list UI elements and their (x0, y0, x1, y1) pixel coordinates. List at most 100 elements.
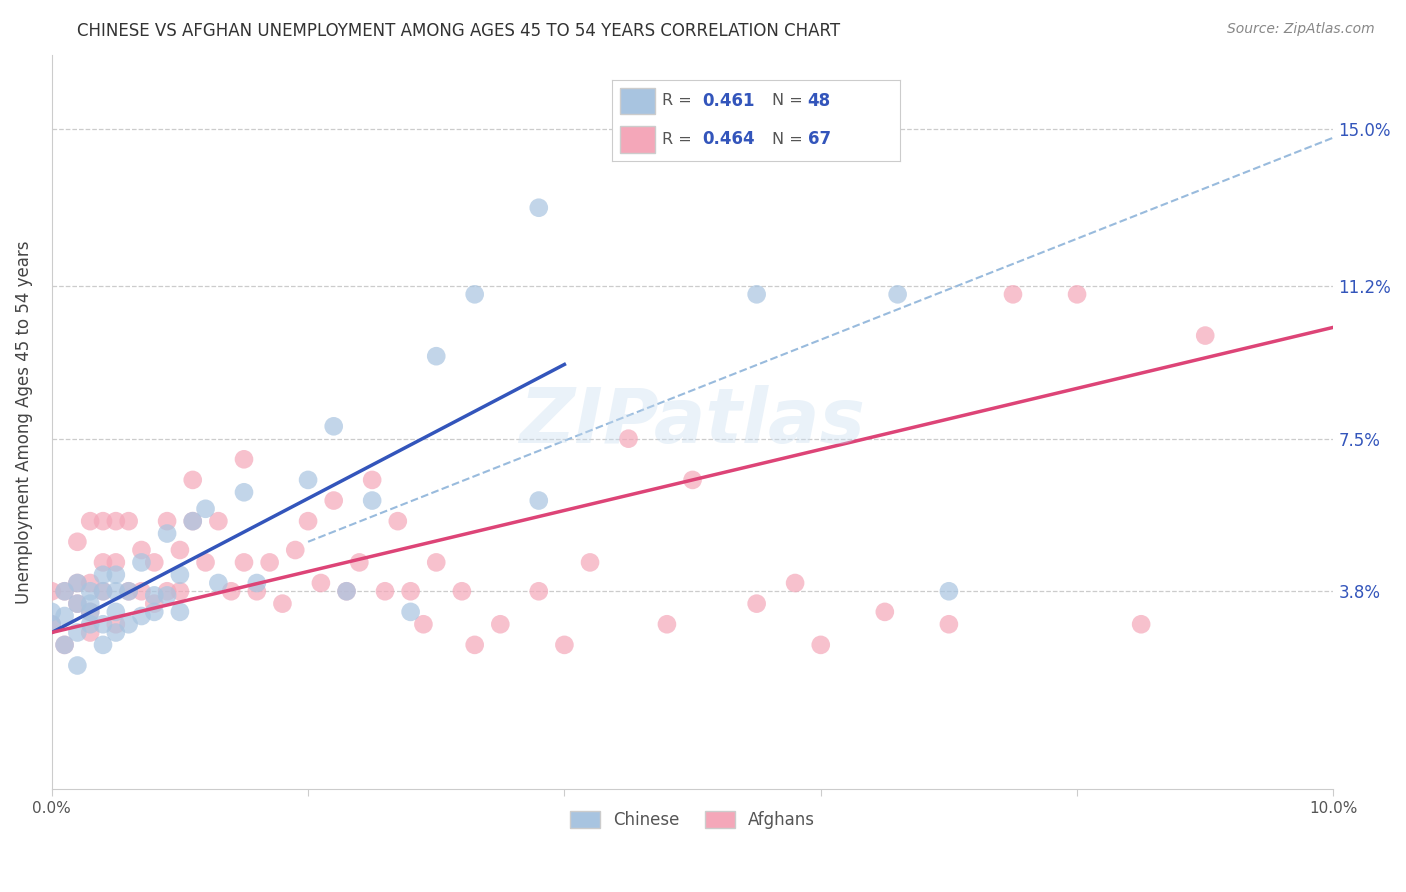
Point (207, 514, 229, 528)
Point (41, 617, 63, 632)
Point (233, 452, 256, 467)
Point (374, 584, 396, 599)
Point (745, 287, 768, 301)
Point (41, 605, 63, 619)
Point (785, 576, 807, 591)
Point (399, 584, 422, 599)
Point (181, 473, 204, 487)
Bar (620, 87, 655, 114)
Text: N =: N = (772, 132, 807, 147)
Point (349, 555, 371, 569)
Point (361, 493, 384, 508)
Point (181, 514, 204, 528)
Point (219, 584, 242, 599)
Point (194, 501, 217, 516)
Point (66, 597, 89, 611)
Point (156, 584, 179, 599)
Point (246, 584, 269, 599)
Point (104, 625, 127, 640)
Point (682, 473, 704, 487)
Point (156, 588, 179, 602)
Point (322, 419, 344, 434)
Point (1066, 287, 1088, 301)
Point (1001, 287, 1024, 301)
Point (297, 514, 319, 528)
Point (425, 349, 447, 363)
Point (143, 555, 166, 569)
Point (104, 514, 127, 528)
Point (489, 617, 512, 632)
Point (617, 432, 640, 446)
Point (143, 597, 166, 611)
Point (104, 584, 127, 599)
Point (464, 638, 486, 652)
Point (91, 514, 114, 528)
Point (284, 543, 307, 558)
Point (131, 609, 153, 624)
Point (53, 638, 76, 652)
Point (169, 584, 191, 599)
Point (66, 534, 89, 549)
Point (527, 584, 550, 599)
Point (425, 555, 447, 569)
Point (104, 605, 127, 619)
Point (117, 514, 139, 528)
Point (745, 597, 768, 611)
Point (527, 493, 550, 508)
Point (104, 567, 127, 582)
Point (91, 638, 114, 652)
Point (451, 584, 474, 599)
Point (104, 555, 127, 569)
Point (131, 555, 153, 569)
Point (553, 638, 575, 652)
Point (361, 473, 384, 487)
Point (66, 597, 89, 611)
Point (938, 617, 960, 632)
Point (91, 584, 114, 599)
Point (131, 543, 153, 558)
Point (143, 588, 166, 602)
Point (79, 597, 101, 611)
Point (207, 576, 229, 591)
Point (1130, 617, 1153, 632)
Point (79, 617, 101, 632)
Point (91, 617, 114, 632)
Bar (620, 126, 655, 153)
Legend: Chinese, Afghans: Chinese, Afghans (564, 805, 821, 836)
Point (233, 555, 256, 569)
Point (79, 514, 101, 528)
Point (335, 584, 357, 599)
Point (117, 584, 139, 599)
Text: 67: 67 (807, 130, 831, 148)
Point (194, 555, 217, 569)
Text: N =: N = (772, 94, 807, 108)
Point (53, 638, 76, 652)
Point (259, 555, 281, 569)
Point (41, 617, 63, 632)
Point (938, 584, 960, 599)
Text: R =: R = (662, 94, 697, 108)
Point (579, 555, 602, 569)
Point (53, 609, 76, 624)
Point (104, 617, 127, 632)
Point (399, 605, 422, 619)
Point (156, 526, 179, 541)
Text: 48: 48 (807, 92, 831, 110)
Point (79, 584, 101, 599)
Point (41, 584, 63, 599)
Point (271, 597, 294, 611)
Text: R =: R = (662, 132, 697, 147)
Point (79, 576, 101, 591)
Text: ZIPatlas: ZIPatlas (520, 385, 866, 459)
Point (143, 605, 166, 619)
Point (91, 567, 114, 582)
Point (66, 576, 89, 591)
Point (233, 485, 256, 500)
Point (412, 617, 434, 632)
Point (181, 514, 204, 528)
Point (91, 555, 114, 569)
Point (297, 473, 319, 487)
Text: CHINESE VS AFGHAN UNEMPLOYMENT AMONG AGES 45 TO 54 YEARS CORRELATION CHART: CHINESE VS AFGHAN UNEMPLOYMENT AMONG AGE… (77, 22, 841, 40)
Point (169, 567, 191, 582)
Point (117, 617, 139, 632)
